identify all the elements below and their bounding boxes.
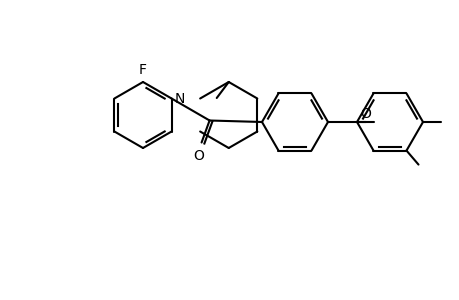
Text: N: N bbox=[174, 92, 185, 106]
Text: O: O bbox=[193, 148, 204, 163]
Text: F: F bbox=[139, 63, 147, 77]
Text: O: O bbox=[360, 107, 370, 121]
